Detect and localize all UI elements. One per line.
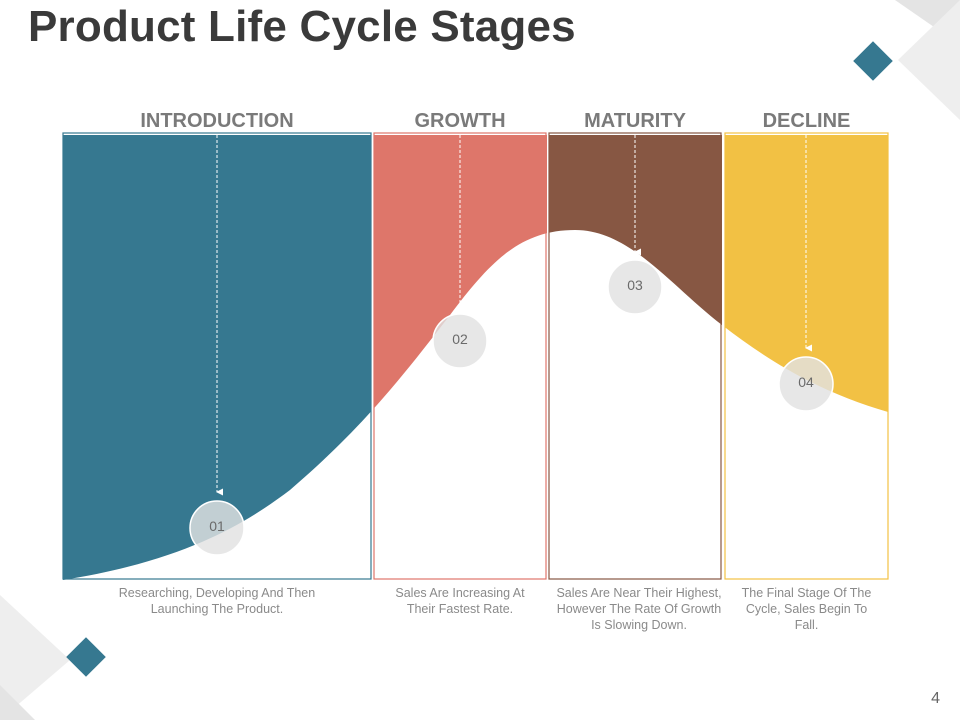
stage-circle-03 bbox=[607, 259, 663, 315]
stage-number-02: 02 bbox=[452, 331, 468, 347]
corner-decor-top-2 bbox=[898, 0, 960, 120]
corner-decor-bottom-2 bbox=[0, 685, 35, 720]
stage-column-introduction bbox=[62, 132, 372, 580]
stage-label-introduction: INTRODUCTION bbox=[140, 110, 294, 132]
page-number: 4 bbox=[931, 690, 940, 707]
stage-circle-01 bbox=[189, 500, 245, 556]
stage-description-maturity: Sales Are Near Their Highest, However Th… bbox=[556, 586, 722, 632]
stage-label-decline: DECLINE bbox=[762, 110, 851, 132]
stage-description-growth: Sales Are Increasing At Their Fastest Ra… bbox=[395, 586, 525, 616]
diamond-icon-bottom bbox=[66, 637, 106, 677]
corner-decor-bottom bbox=[0, 595, 70, 720]
stage-number-04: 04 bbox=[798, 374, 814, 390]
stage-label-growth: GROWTH bbox=[414, 110, 506, 132]
stage-description-introduction: Researching, Developing And Then Launchi… bbox=[118, 586, 316, 616]
stage-number-01: 01 bbox=[209, 518, 225, 534]
diamond-icon-top bbox=[853, 41, 893, 81]
stage-description-decline: The Final Stage Of The Cycle, Sales Begi… bbox=[741, 586, 872, 632]
stage-column-growth bbox=[373, 132, 547, 580]
stage-column-decline bbox=[724, 132, 889, 580]
stage-circle-04 bbox=[778, 356, 834, 412]
page-title: Product Life Cycle Stages bbox=[28, 2, 576, 51]
stage-circle-02 bbox=[432, 313, 488, 369]
stage-label-maturity: MATURITY bbox=[584, 110, 686, 132]
stage-column-maturity bbox=[548, 132, 722, 580]
stage-number-03: 03 bbox=[627, 277, 643, 293]
